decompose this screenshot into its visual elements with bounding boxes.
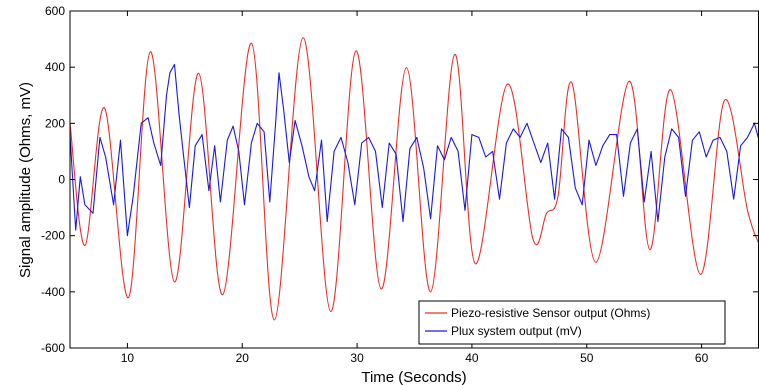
x-tick-label: 40: [465, 351, 479, 365]
x-tick-label: 60: [695, 351, 709, 365]
x-tick-label: 20: [236, 351, 250, 365]
y-tick-label: 0: [58, 173, 65, 187]
y-axis-ticks: -600 -400 -200 0 200 400 600: [41, 4, 758, 355]
y-tick-label: -200: [41, 229, 65, 243]
y-axis-label: Signal amplitude (Ohms, mV): [17, 82, 34, 278]
y-tick-label: 400: [45, 60, 65, 74]
x-tick-label: 30: [350, 351, 364, 365]
plot-background: [70, 11, 759, 348]
x-tick-label: 10: [121, 351, 135, 365]
series-line-plux: [69, 63, 759, 237]
y-tick-label: -600: [41, 341, 65, 355]
plot-area: [70, 11, 759, 348]
x-axis-label: Time (Seconds): [361, 369, 466, 385]
x-tick-label: 50: [580, 351, 594, 365]
legend-label-piezo: Piezo-resistive Sensor output (Ohms): [451, 306, 650, 320]
y-tick-label: 600: [45, 4, 65, 18]
legend-label-plux: Plux system output (mV): [451, 324, 582, 338]
legend: Piezo-resistive Sensor output (Ohms) Plu…: [418, 300, 726, 345]
series-layer: [69, 37, 759, 321]
y-tick-label: -400: [41, 285, 65, 299]
legend-box: [418, 300, 726, 345]
x-axis-ticks: 10 20 30 40 50 60: [121, 11, 709, 365]
y-tick-label: 200: [45, 116, 65, 130]
